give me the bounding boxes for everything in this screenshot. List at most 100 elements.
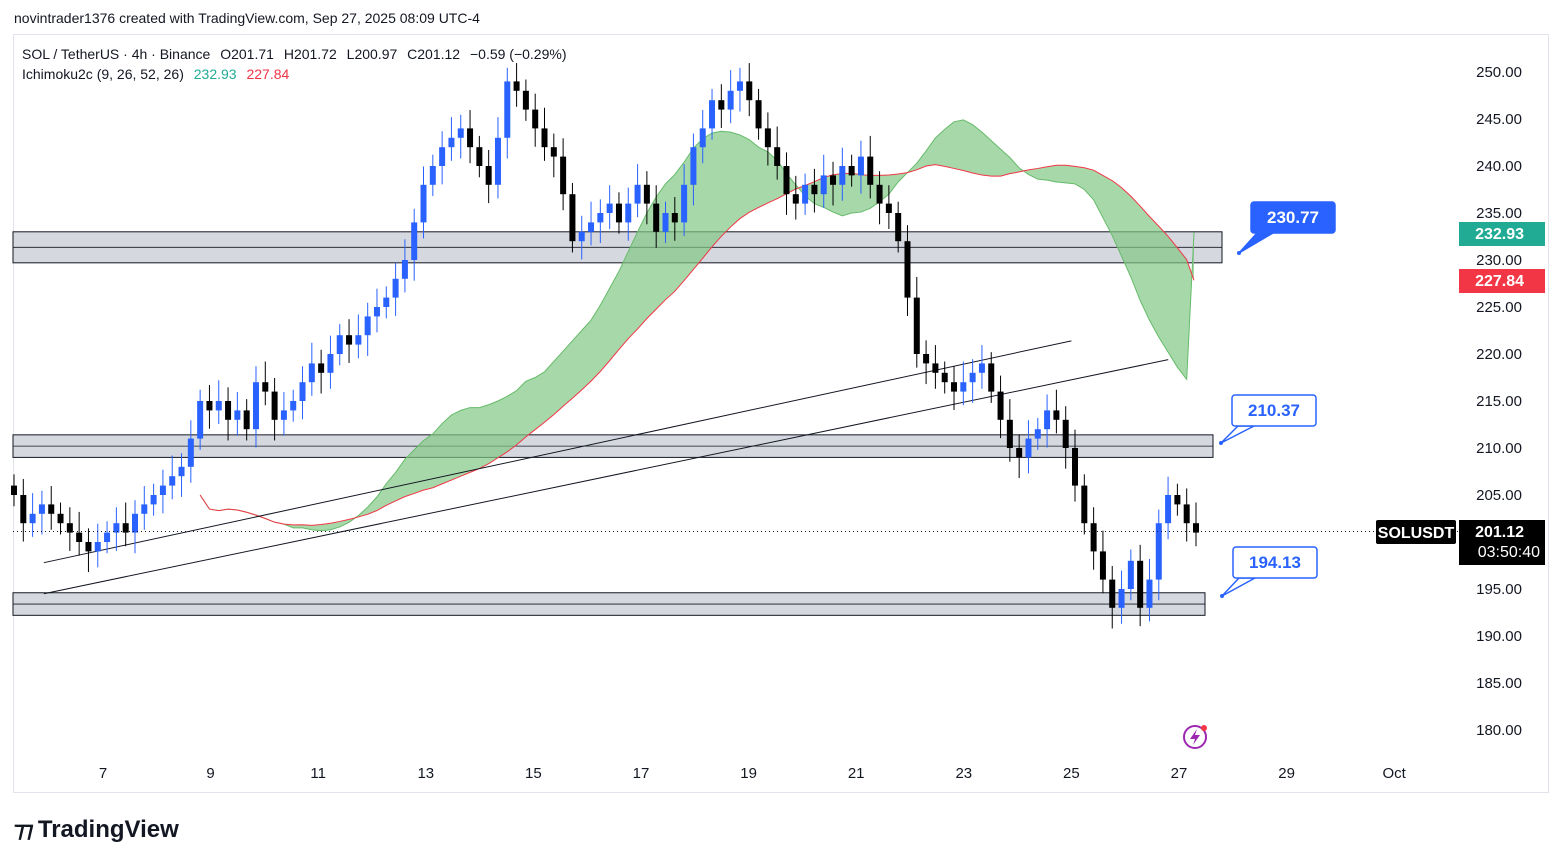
y-tick-label: 220.00 — [1476, 346, 1522, 363]
candle-bearish — [66, 523, 73, 533]
callout-box — [1250, 201, 1336, 234]
candle-bullish — [606, 203, 613, 213]
candle-bullish — [820, 175, 827, 195]
callout-box — [1232, 546, 1318, 579]
candle-bearish — [1053, 410, 1060, 420]
span-a-price-badge-bg — [1459, 222, 1545, 246]
candle-bullish — [1127, 560, 1134, 589]
candle-bearish — [913, 297, 920, 354]
ohlc-open: O201.71 — [220, 46, 274, 62]
y-tick-label: 225.00 — [1476, 299, 1522, 316]
bar-countdown: 03:50:40 — [1478, 544, 1540, 561]
candle-bearish — [57, 513, 64, 524]
x-tick-label: Oct — [1383, 765, 1407, 782]
candle-bearish — [550, 147, 557, 157]
candle-bullish — [494, 137, 501, 185]
indicator-value-span-b: 227.84 — [246, 66, 290, 82]
candle-bearish — [1183, 504, 1190, 524]
price-callout[interactable]: 210.37 — [1219, 394, 1317, 445]
candle-bullish — [709, 100, 716, 129]
y-tick-label: 185.00 — [1476, 675, 1522, 692]
candle-bearish — [122, 523, 129, 533]
candle-bullish — [299, 382, 306, 401]
candle-bullish — [420, 184, 427, 223]
current-price-badge: 201.12 03:50:40 — [1459, 520, 1545, 565]
candle-bullish — [662, 213, 669, 232]
candle-bullish — [1155, 523, 1162, 580]
indicator-value-span-a: 232.93 — [193, 66, 237, 82]
candle-bullish — [1165, 495, 1172, 524]
chart-frame[interactable] — [13, 34, 1549, 793]
x-tick-label: 17 — [633, 765, 650, 782]
candle-bearish — [1006, 419, 1013, 448]
indicator-name[interactable]: Ichimoku2c (9, 26, 52, 26) — [22, 66, 184, 82]
horizontal-zones — [12, 231, 1223, 616]
candle-bearish — [774, 147, 781, 166]
candle-bullish — [504, 81, 511, 138]
candle-bullish — [429, 166, 436, 185]
candle-bearish — [848, 166, 855, 176]
candle-bullish — [131, 513, 138, 533]
candle-bullish — [839, 166, 846, 185]
current-price-badge-text: 201.12 — [1475, 524, 1524, 541]
candle-bullish — [597, 213, 604, 223]
candle-bearish — [718, 100, 725, 110]
callout-text: 210.37 — [1248, 401, 1300, 420]
candle-bearish — [346, 335, 353, 345]
candle-bearish — [885, 203, 892, 213]
candle-bullish — [336, 335, 343, 354]
candle-bearish — [830, 175, 837, 185]
candle-bearish — [643, 184, 650, 204]
candle-bearish — [764, 128, 771, 148]
candle-bullish — [150, 495, 157, 505]
candle-bearish — [1109, 579, 1116, 608]
candle-bullish — [1044, 410, 1051, 430]
candle-bearish — [895, 213, 902, 242]
trendline[interactable] — [43, 359, 1169, 595]
chart-legend: SOL / TetherUS · 4h · Binance O201.71 H2… — [22, 44, 573, 84]
candle-bearish — [476, 147, 483, 166]
callout-text: 230.77 — [1267, 208, 1319, 227]
candlesticks — [11, 63, 1199, 629]
x-tick-label: 9 — [206, 765, 214, 782]
ohlc-close: C201.12 — [407, 46, 461, 62]
ichimoku-span-a-line — [199, 119, 1195, 532]
price-change: −0.59 (−0.29%) — [469, 46, 567, 62]
time-axis[interactable]: 7 9 11 13 15 17 19 21 23 25 27 29 Oct — [99, 765, 1407, 782]
candle-bearish — [671, 213, 678, 223]
x-tick-label: 11 — [310, 765, 326, 782]
candle-bullish — [373, 307, 380, 317]
x-tick-label: 15 — [525, 765, 542, 782]
candle-bearish — [206, 401, 213, 411]
x-tick-label: 29 — [1278, 765, 1295, 782]
tradingview-logo[interactable]: ⁊⁊ TradingView — [14, 816, 179, 844]
trendline[interactable] — [43, 340, 1072, 564]
ichimoku-cloud — [199, 119, 1195, 532]
callout-pointer — [1238, 232, 1276, 254]
candle-bullish — [578, 231, 585, 242]
price-callout[interactable]: 230.77 — [1237, 201, 1336, 255]
x-tick-label: 23 — [955, 765, 972, 782]
indicator-legend-row: Ichimoku2c (9, 26, 52, 26) 232.93 227.84 — [22, 64, 573, 84]
candle-bullish — [383, 297, 390, 307]
candle-bullish — [1118, 589, 1125, 608]
trendlines — [43, 340, 1169, 595]
ohlc-high: H201.72 — [283, 46, 337, 62]
candle-bullish — [94, 542, 101, 552]
lightning-icon[interactable] — [1183, 725, 1207, 749]
symbol-name[interactable]: SOL / TetherUS · 4h · Binance — [22, 46, 211, 62]
candle-bullish — [690, 147, 697, 185]
current-price-badge-bg — [1459, 520, 1545, 565]
candle-bullish — [625, 203, 632, 223]
candle-bearish — [485, 166, 492, 185]
callout-anchor — [1237, 251, 1241, 255]
candle-bearish — [904, 241, 911, 298]
y-tick-label: 210.00 — [1476, 440, 1522, 457]
candle-bullish — [38, 504, 45, 514]
ichimoku-cloud-fill — [200, 119, 1195, 531]
candle-bearish — [76, 532, 83, 542]
price-callout[interactable]: 194.13 — [1220, 546, 1318, 598]
candle-bearish — [746, 81, 753, 101]
price-axis[interactable]: 250.00 245.00 240.00 235.00 230.00 225.00 220.… — [1476, 64, 1522, 739]
